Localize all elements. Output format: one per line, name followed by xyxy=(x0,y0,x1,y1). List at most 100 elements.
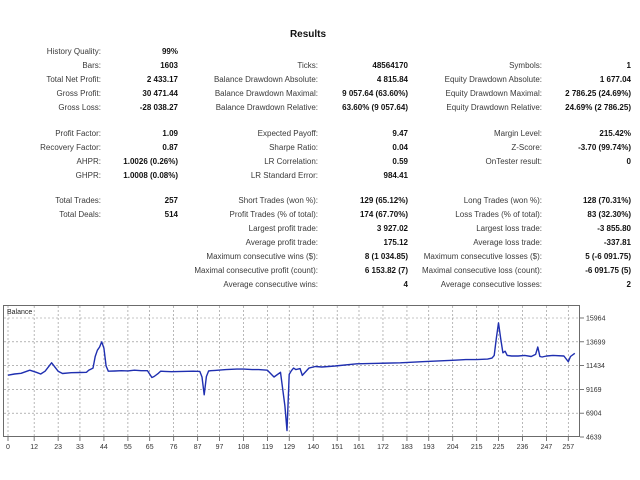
balance-series-line xyxy=(7,322,576,432)
stat-value: 0.59 xyxy=(392,157,408,166)
x-tick-label: 172 xyxy=(377,444,389,451)
stat-value: 6 153.82 (7) xyxy=(364,266,408,275)
stat-label: Total Net Profit: xyxy=(46,75,101,84)
stat-value: 175.12 xyxy=(383,238,408,247)
x-tick-label: 119 xyxy=(262,444,273,451)
x-tick-label: 33 xyxy=(76,444,84,451)
x-tick-label: 204 xyxy=(447,444,459,451)
stat-label: GHPR: xyxy=(75,171,101,180)
stat-label: AHPR: xyxy=(76,157,101,166)
report-row: AHPR: 1.0026 (0.26%) LR Correlation: 0.59 On… xyxy=(0,155,640,169)
stat-value: 129 (65.12%) xyxy=(359,196,408,205)
x-tick-label: 87 xyxy=(194,444,202,451)
stat-value: 5 (-6 091.75) xyxy=(585,252,631,261)
stat-value: 1603 xyxy=(160,61,178,70)
stat-label: Average loss trade: xyxy=(473,238,542,247)
stat-value: 128 (70.31%) xyxy=(582,196,631,205)
x-tick-label: 76 xyxy=(170,444,178,451)
x-tick-label: 0 xyxy=(6,444,10,451)
x-tick-label: 12 xyxy=(30,444,38,451)
stat-label: Largest loss trade: xyxy=(476,224,542,233)
stat-label: Equity Drawdown Maximal: xyxy=(445,89,542,98)
x-tick-label: 151 xyxy=(331,444,343,451)
stat-label: Maximum consecutive wins ($): xyxy=(206,252,318,261)
x-tick-label: 55 xyxy=(124,444,132,451)
stat-value: 4 xyxy=(403,280,408,289)
stat-label: Average consecutive wins: xyxy=(223,280,318,289)
y-tick-label: 13699 xyxy=(586,339,606,346)
report-row: Maximal consecutive profit (count): 6 153… xyxy=(0,264,640,278)
stat-label: Long Trades (won %): xyxy=(463,196,542,205)
report-row: Bars: 1603 Ticks: 48564170 Symbols: 1 xyxy=(0,59,640,73)
x-tick-label: 140 xyxy=(307,444,319,451)
stat-value: -28 038.27 xyxy=(139,103,178,112)
stat-value: 30 471.44 xyxy=(142,89,178,98)
report-row: Total Deals: 514 Profit Trades (% of total… xyxy=(0,208,640,222)
stat-label: Balance Drawdown Maximal: xyxy=(214,89,318,98)
y-tick-label: 4639 xyxy=(586,435,602,442)
report-row: Gross Loss: -28 038.27 Balance Drawdown Re… xyxy=(0,101,640,115)
stat-label: Sharpe Ratio: xyxy=(269,143,318,152)
stat-label: Bars: xyxy=(82,61,101,70)
x-tick-label: 97 xyxy=(216,444,224,451)
stat-value: 1.09 xyxy=(162,129,178,138)
stat-label: Gross Loss: xyxy=(58,103,101,112)
report-row: History Quality: 99% xyxy=(0,45,640,59)
report-row: Maximum consecutive wins ($): 8 (1 034.85… xyxy=(0,250,640,264)
stat-value: 9.47 xyxy=(392,129,408,138)
stat-label: Equity Drawdown Relative: xyxy=(446,103,542,112)
report-row: Total Net Profit: 2 433.17 Balance Drawdow… xyxy=(0,73,640,87)
report-row: Largest profit trade: 3 927.02 Largest los… xyxy=(0,222,640,236)
report-row: Recovery Factor: 0.87 Sharpe Ratio: 0.04 Z-S… xyxy=(0,141,640,155)
x-tick-label: 247 xyxy=(541,444,553,451)
stat-label: Z-Score: xyxy=(511,143,542,152)
stat-value: 8 (1 034.85) xyxy=(364,252,408,261)
report-row: Average consecutive wins: 4 Average consec… xyxy=(0,278,640,292)
stat-label: History Quality: xyxy=(46,47,101,56)
stat-label: Balance Drawdown Absolute: xyxy=(213,75,318,84)
stat-value: 2 xyxy=(626,280,631,289)
x-tick-label: 257 xyxy=(562,444,574,451)
stat-value: 0.87 xyxy=(162,143,178,152)
stat-label: Margin Level: xyxy=(493,129,542,138)
stat-value: -3 855.80 xyxy=(597,224,631,233)
stat-label: Short Trades (won %): xyxy=(238,196,318,205)
stat-label: Total Deals: xyxy=(59,210,101,219)
x-tick-label: 129 xyxy=(283,444,295,451)
stat-value: 83 (32.30%) xyxy=(587,210,631,219)
y-tick-label: 9169 xyxy=(586,387,602,394)
report-row: Gross Profit: 30 471.44 Balance Drawdown M… xyxy=(0,87,640,101)
x-tick-label: 23 xyxy=(54,444,62,451)
stat-value: 9 057.64 (63.60%) xyxy=(342,89,408,98)
stat-value: 63.60% (9 057.64) xyxy=(342,103,408,112)
stat-label: Gross Profit: xyxy=(56,89,101,98)
stat-label: Average consecutive losses: xyxy=(440,280,542,289)
report-row: Profit Factor: 1.09 Expected Payoff: 9.47 Ma… xyxy=(0,127,640,141)
stat-label: Equity Drawdown Absolute: xyxy=(444,75,542,84)
stat-label: OnTester result: xyxy=(485,157,542,166)
stat-value: 3 927.02 xyxy=(376,224,408,233)
x-tick-label: 215 xyxy=(471,444,483,451)
stat-label: Total Trades: xyxy=(55,196,101,205)
stat-label: Loss Trades (% of total): xyxy=(455,210,542,219)
stat-label: Symbols: xyxy=(509,61,542,70)
stat-value: 24.69% (2 786.25) xyxy=(565,103,631,112)
y-tick-label: 15964 xyxy=(586,315,606,322)
stat-label: Largest profit trade: xyxy=(248,224,318,233)
stat-value: 1.0026 (0.26%) xyxy=(123,157,178,166)
stat-value: 0 xyxy=(626,157,631,166)
stat-value: 984.41 xyxy=(383,171,408,180)
stat-label: Recovery Factor: xyxy=(40,143,101,152)
stat-value: 174 (67.70%) xyxy=(359,210,408,219)
x-tick-label: 161 xyxy=(353,444,365,451)
stat-label: Average profit trade: xyxy=(245,238,318,247)
stat-value: 48564170 xyxy=(372,61,408,70)
stat-label: Expected Payoff: xyxy=(257,129,318,138)
stat-value: 2 786.25 (24.69%) xyxy=(565,89,631,98)
stat-label: Maximum consecutive losses ($): xyxy=(423,252,542,261)
stat-label: Profit Factor: xyxy=(55,129,101,138)
x-tick-label: 65 xyxy=(146,444,154,451)
stat-value: 4 815.84 xyxy=(376,75,408,84)
stat-value: -6 091.75 (5) xyxy=(585,266,631,275)
